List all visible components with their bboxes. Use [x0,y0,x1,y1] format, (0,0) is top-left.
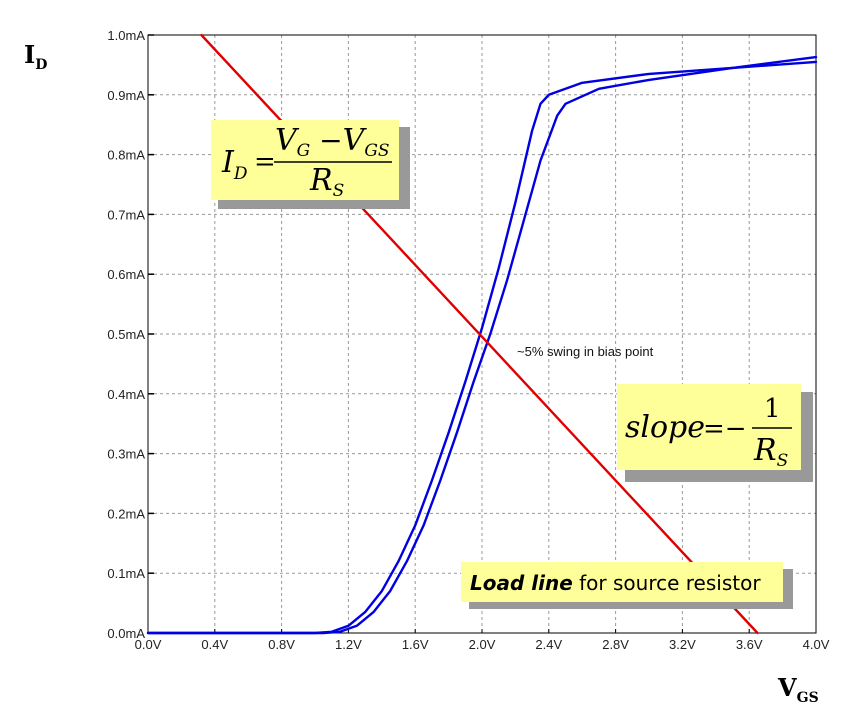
y-axis-title: ID [24,40,47,73]
x-tick-label: 1.2V [335,637,362,652]
y-tick-label: 0.2mA [107,506,145,521]
y-tick-label: 0.5mA [107,327,145,342]
load-line-label: Load line for source resistor [470,571,761,595]
y-axis-title-sub: D [35,57,47,73]
x-tick-label: 0.8V [268,637,295,652]
load-line-label-rest: for source resistor [573,571,762,595]
id-equation-callout: ID = VG −VGS RS [211,120,410,209]
load-line-callout: Load line for source resistor [461,562,793,609]
slope-equation-numerator: 1 [764,394,781,424]
y-tick-label: 0.3mA [107,447,145,462]
tick-labels: 0.0V 0.4V 0.8V 1.2V 1.6V 2.0V 2.4V 2.8V 3.2V 3.6V… [107,28,829,652]
x-tick-label: 2.8V [602,637,629,652]
id-equation-box [211,120,399,200]
x-tick-label: 2.0V [469,637,496,652]
y-tick-label: 0.6mA [107,267,145,282]
x-tick-label: 3.6V [736,637,763,652]
x-axis-title: VGS [777,673,819,706]
slope-equation-equals: =− [703,414,747,444]
y-tick-label: 0.8mA [107,148,145,163]
plot-frame [147,34,817,634]
transfer-curve-1 [146,60,818,635]
x-tick-label: 0.4V [201,637,228,652]
y-tick-label: 0.1mA [107,566,145,581]
x-tick-label: 4.0V [803,637,830,652]
slope-equation-callout: slope =− 1 RS [617,384,813,482]
id-equation-equals: = [254,147,276,177]
y-tick-label: 0.0mA [107,626,145,641]
x-tick-label: 0.0V [135,637,162,652]
id-equation-denominator: RS [309,163,344,201]
slope-equation-denominator: RS [753,433,788,471]
transfer-curve-2 [146,55,818,635]
slope-equation-lhs: slope [625,410,705,445]
x-axis-title-sub: GS [797,690,819,706]
load-line-label-bold: Load line [470,571,573,595]
id-equation-numerator: VG −VGS [275,123,390,161]
y-tick-label: 0.4mA [107,387,145,402]
y-tick-label: 0.9mA [107,88,145,103]
x-tick-label: 3.2V [669,637,696,652]
y-tick-label: 1.0mA [107,28,145,43]
grid-lines [148,35,816,633]
swing-annotation: ~5% swing in bias point [517,344,654,359]
x-tick-label: 1.6V [402,637,429,652]
id-equation-lhs: ID [221,145,248,184]
load-line-box [461,562,783,602]
x-tick-label: 2.4V [535,637,562,652]
y-tick-label: 0.7mA [107,207,145,222]
slope-equation-box [617,384,801,470]
